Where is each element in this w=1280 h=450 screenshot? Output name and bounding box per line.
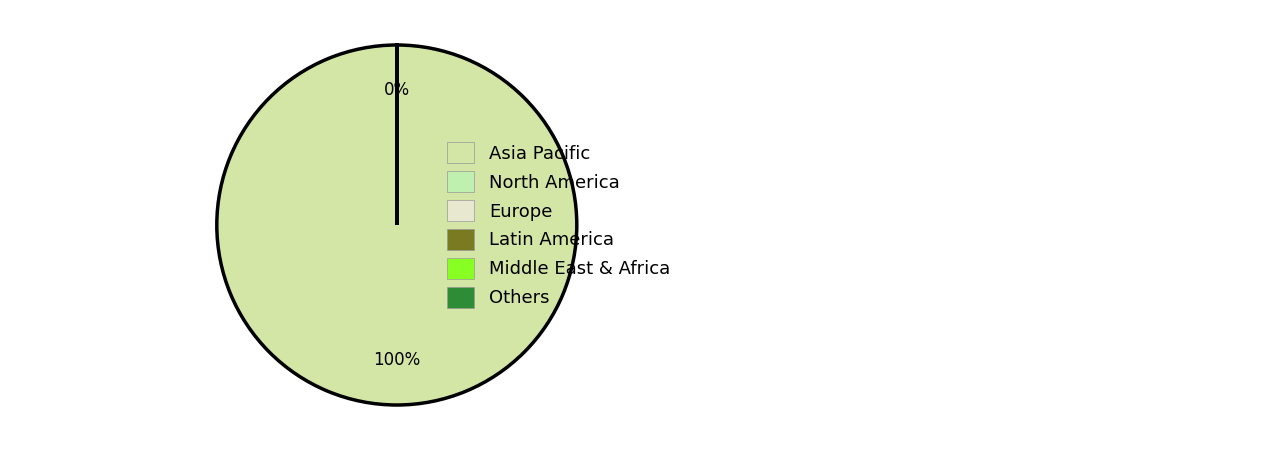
Text: 0%: 0% [384,81,410,99]
Wedge shape [216,45,577,405]
Legend: Asia Pacific, North America, Europe, Latin America, Middle East & Africa, Others: Asia Pacific, North America, Europe, Lat… [442,137,676,313]
Text: 100%: 100% [374,351,420,369]
